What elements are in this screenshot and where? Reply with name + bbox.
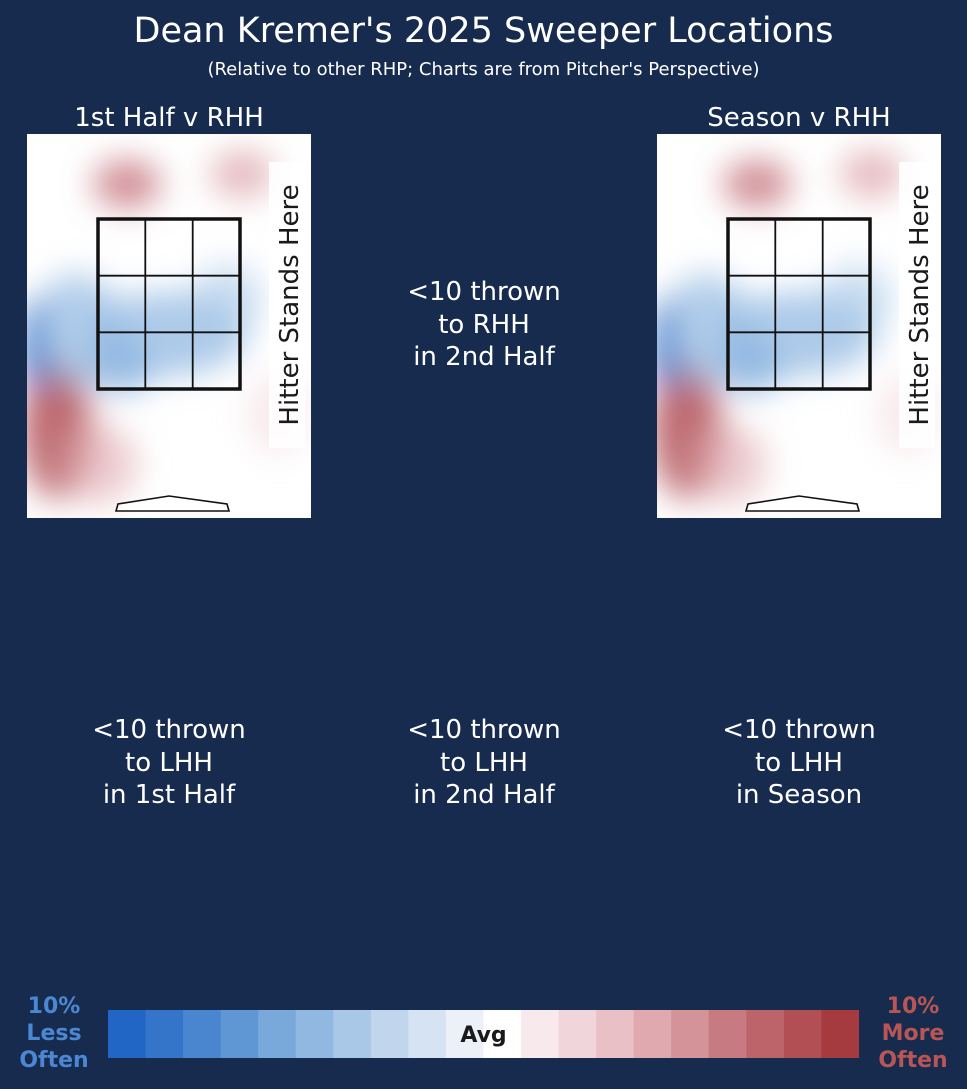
- chart-subtitle: (Relative to other RHP; Charts are from …: [207, 59, 760, 80]
- colorbar-swatch: [220, 1010, 259, 1058]
- colorbar-swatch: [445, 1010, 485, 1058]
- hitter-stands-label-season-rhh: Hitter Stands Here: [905, 184, 935, 425]
- colorbar-swatch: [295, 1010, 334, 1058]
- colorbar-swatch: [483, 1010, 522, 1058]
- chart-title: Dean Kremer's 2025 Sweeper Locations: [133, 11, 834, 51]
- home-plate-1st-half-rhh: [114, 495, 231, 512]
- heatmap-svg-season-rhh: Hitter Stands Here: [657, 150, 937, 512]
- panel-title-season-rhh: Season v RHH: [707, 103, 891, 133]
- heatmap-season-rhh: Hitter Stands Here: [657, 134, 941, 518]
- hitter-label-bg-season-rhh: [899, 162, 935, 448]
- colorbar-swatch: [408, 1010, 447, 1058]
- panel-message-2nd-half-lhh: <10 thrown to LHH in 2nd Half: [407, 715, 561, 810]
- strike-zone-season-rhh: [726, 217, 872, 391]
- home-plate-season-rhh: [744, 495, 861, 512]
- panel-message-1st-half-lhh: <10 thrown to LHH in 1st Half: [92, 715, 246, 810]
- colorbar-swatch: [108, 1010, 147, 1058]
- heatmap-density-season-rhh: [657, 150, 937, 504]
- colorbar-swatch: [370, 1010, 409, 1058]
- hitter-stands-label-1st-half-rhh: Hitter Stands Here: [275, 184, 305, 425]
- heatmap-1st-half-rhh: Hitter Stands Here: [27, 134, 311, 518]
- colorbar-swatch: [183, 1010, 222, 1058]
- colorbar-swatch: [708, 1010, 747, 1058]
- colorbar-swatch: [258, 1010, 297, 1058]
- panel-title-1st-half-rhh: 1st Half v RHH: [74, 103, 264, 133]
- colorbar-swatch: [821, 1010, 859, 1058]
- colorbar-swatch: [558, 1010, 597, 1058]
- colorbar-swatch: [671, 1010, 710, 1058]
- heatmap-density-1st-half-rhh: [27, 150, 307, 504]
- colorbar-more-often-label: 10% More Often: [878, 994, 948, 1073]
- colorbar-swatch: [145, 1010, 184, 1058]
- colorbar-swatch: [333, 1010, 372, 1058]
- hitter-label-bg-1st-half-rhh: [269, 162, 305, 448]
- colorbar-swatch: [633, 1010, 672, 1058]
- strike-zone-1st-half-rhh: [96, 217, 242, 391]
- heatmap-svg-1st-half-rhh: Hitter Stands Here: [27, 150, 307, 512]
- panel-message-2nd-half-rhh: <10 thrown to RHH in 2nd Half: [407, 277, 561, 372]
- colorbar-swatch: [596, 1010, 635, 1058]
- colorbar-swatch: [783, 1010, 823, 1058]
- colorbar-less-often-label: 10% Less Often: [19, 994, 89, 1073]
- panel-message-season-lhh: <10 thrown to LHH in Season: [722, 715, 876, 810]
- colorbar-avg-label: Avg: [460, 1023, 506, 1048]
- colorbar-swatch: [521, 1010, 560, 1058]
- colorbar-swatch: [746, 1010, 785, 1058]
- colorbar: Avg: [108, 1010, 859, 1058]
